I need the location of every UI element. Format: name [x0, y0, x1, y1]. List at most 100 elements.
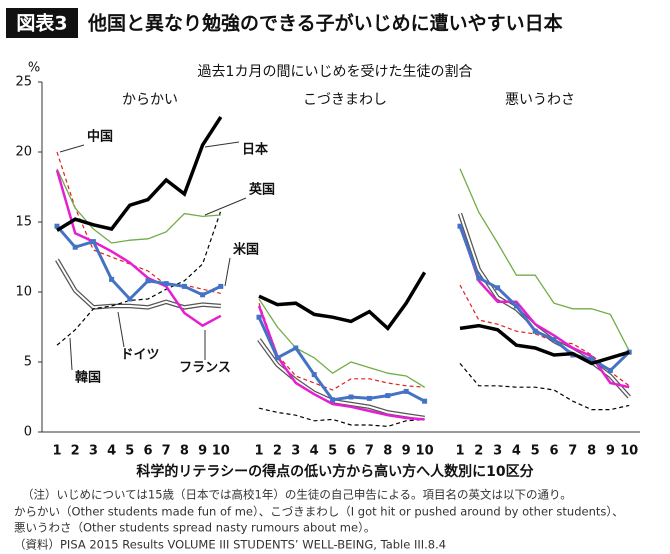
leader-line [69, 337, 73, 371]
series-label: ドイツ [120, 348, 159, 363]
x-tick-label: 1 [455, 444, 464, 459]
series-line [257, 305, 425, 421]
series-label: 日本 [242, 142, 268, 158]
point [72, 244, 78, 250]
x-tick-label: 2 [273, 444, 282, 459]
point [274, 355, 280, 361]
x-tick-label: 2 [474, 444, 483, 459]
series-line [457, 212, 631, 399]
series-line [258, 407, 425, 428]
x-tick-label: 7 [365, 444, 374, 459]
x-tick-label: 3 [291, 444, 300, 459]
page-title: 他国と異なり勉強のできる子がいじめに遭いやすい日本 [87, 12, 563, 35]
x-tick-label: 5 [328, 444, 337, 459]
series-line [258, 298, 425, 388]
x-tick-label: 9 [198, 444, 207, 459]
leader-line [224, 257, 231, 287]
point [54, 223, 60, 229]
note: からかい（Other students made fun of me）、こづきま… [14, 505, 624, 519]
y-tick-label: 25 [15, 75, 32, 90]
point [90, 239, 96, 245]
point [348, 394, 354, 400]
note: （注）いじめについては15歳（日本では高校1年）の生徒の自己申告による。項目名の… [22, 488, 572, 502]
series-line-inner [258, 339, 425, 419]
point [200, 292, 206, 298]
series-label: 英国 [248, 182, 275, 198]
x-tick-label: 10 [212, 444, 230, 459]
point [422, 398, 428, 404]
x-tick-label: 8 [383, 444, 392, 459]
x-tick-label: 6 [346, 444, 355, 459]
series-line-inner [56, 259, 221, 309]
point [495, 285, 501, 291]
y-tick-label: 15 [15, 215, 32, 230]
point [551, 337, 557, 343]
series-line [458, 225, 631, 373]
leader-line [204, 141, 240, 148]
point [163, 281, 169, 287]
point [293, 345, 299, 351]
x-tick-label: 3 [493, 444, 502, 459]
point [607, 367, 613, 373]
series-label: 中国 [87, 129, 113, 145]
badge-box [6, 8, 78, 38]
subtitle: 過去1カ月の間にいじめを受けた生徒の割合 [198, 63, 473, 80]
y-tick-label: 0 [24, 425, 32, 440]
point [532, 328, 538, 334]
x-tick-label: 9 [606, 444, 615, 459]
point [457, 223, 463, 229]
x-tick-label: 4 [310, 444, 319, 459]
point [256, 314, 262, 320]
series-line [258, 271, 427, 332]
x-tick-label: 1 [52, 444, 61, 459]
panel-title: こづきまわし [303, 92, 387, 108]
point [109, 276, 115, 282]
point [311, 372, 317, 378]
x-tick-label: 5 [531, 444, 540, 459]
series-label: フランス [179, 361, 231, 376]
x-tick-label: 2 [71, 444, 80, 459]
x-tick-label: 10 [620, 444, 638, 459]
point [145, 278, 151, 284]
point [589, 356, 595, 362]
point [476, 275, 482, 281]
x-tick-label: 5 [125, 444, 134, 459]
series-label: 韓国 [75, 370, 101, 386]
x-tick-label: 1 [254, 444, 263, 459]
series-line [56, 116, 223, 232]
x-tick-label: 4 [512, 444, 521, 459]
series-line [459, 323, 630, 366]
point [366, 395, 372, 401]
y-tick-label: 20 [15, 145, 32, 160]
point [181, 283, 187, 289]
series-label: 米国 [233, 242, 259, 258]
point [385, 393, 391, 399]
x-tick-label: 3 [89, 444, 98, 459]
x-tick-label: 8 [587, 444, 596, 459]
x-axis-label: 科学的リテラシーの得点の低い方から高い方へ人数別に10区分 [136, 463, 533, 480]
point [513, 303, 519, 309]
series-line [56, 168, 221, 244]
series-line [257, 316, 426, 403]
series-line [459, 168, 630, 352]
panel-title: からかい [122, 92, 178, 108]
x-tick-label: 6 [143, 444, 152, 459]
note: （資料）PISA 2015 Results VOLUME III STUDENT… [14, 538, 446, 552]
series-line [55, 169, 222, 328]
leader-line [59, 144, 85, 153]
panel-title: 悪いうわさ [505, 92, 575, 108]
x-tick-label: 4 [107, 444, 116, 459]
leader-line [117, 311, 125, 348]
x-tick-label: 6 [549, 444, 558, 459]
x-tick-label: 10 [416, 444, 434, 459]
y-tick-label: 10 [15, 285, 32, 300]
series-line [458, 224, 630, 389]
note: 悪いうわさ（Other students spread nasty rumour… [14, 521, 375, 535]
point [403, 388, 409, 394]
series-line [258, 302, 425, 391]
point [330, 397, 336, 403]
x-tick-label: 9 [402, 444, 411, 459]
x-tick-label: 7 [568, 444, 577, 459]
y-unit: % [28, 61, 40, 76]
